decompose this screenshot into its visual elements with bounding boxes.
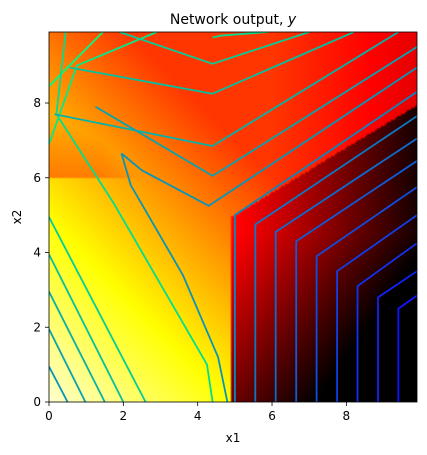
- x-tick-label: 0: [45, 409, 53, 423]
- contour-line: [49, 291, 106, 402]
- contour-line: [49, 253, 125, 402]
- y-tick-label: 2: [33, 320, 41, 334]
- contour-line: [95, 46, 417, 177]
- contour-line: [49, 216, 147, 402]
- contour-line: [397, 294, 417, 402]
- contour-line: [120, 153, 229, 402]
- y-axis: 0 2 4 6 8: [33, 96, 49, 409]
- x-tick-label: 4: [194, 409, 202, 423]
- contour-line: [254, 115, 417, 402]
- contour-line: [119, 32, 310, 65]
- contour-line: [49, 32, 104, 87]
- contour-line: [49, 366, 69, 402]
- contour-line: [377, 270, 417, 402]
- contour-line: [356, 242, 417, 402]
- x-axis-label: x1: [226, 431, 241, 445]
- contour-line: [69, 32, 355, 95]
- contour-line: [315, 186, 417, 402]
- plot-frame: [48, 31, 418, 403]
- contour-line: [120, 66, 417, 207]
- plot-area: [49, 32, 417, 402]
- contour-line: [336, 214, 417, 402]
- y-axis-label: x2: [10, 210, 24, 225]
- x-axis: 0 2 4 6 8: [45, 402, 350, 423]
- x-tick-label: 6: [268, 409, 276, 423]
- contour-line: [49, 328, 87, 402]
- contour-line: [274, 137, 417, 402]
- contour-line: [55, 32, 214, 402]
- contour-line: [212, 32, 269, 39]
- x-tick-label: 2: [120, 409, 128, 423]
- contour-line: [295, 160, 417, 402]
- contour-line: [233, 91, 417, 402]
- heatmap: [49, 32, 417, 402]
- y-tick-label: 0: [33, 395, 41, 409]
- chart-title: Network output, y: [170, 12, 297, 28]
- contour-line: [54, 32, 399, 147]
- y-tick-label: 4: [33, 246, 41, 260]
- y-tick-label: 8: [33, 96, 41, 110]
- x-tick-label: 8: [343, 409, 351, 423]
- contour-lines: [49, 32, 417, 402]
- y-tick-label: 6: [33, 171, 41, 185]
